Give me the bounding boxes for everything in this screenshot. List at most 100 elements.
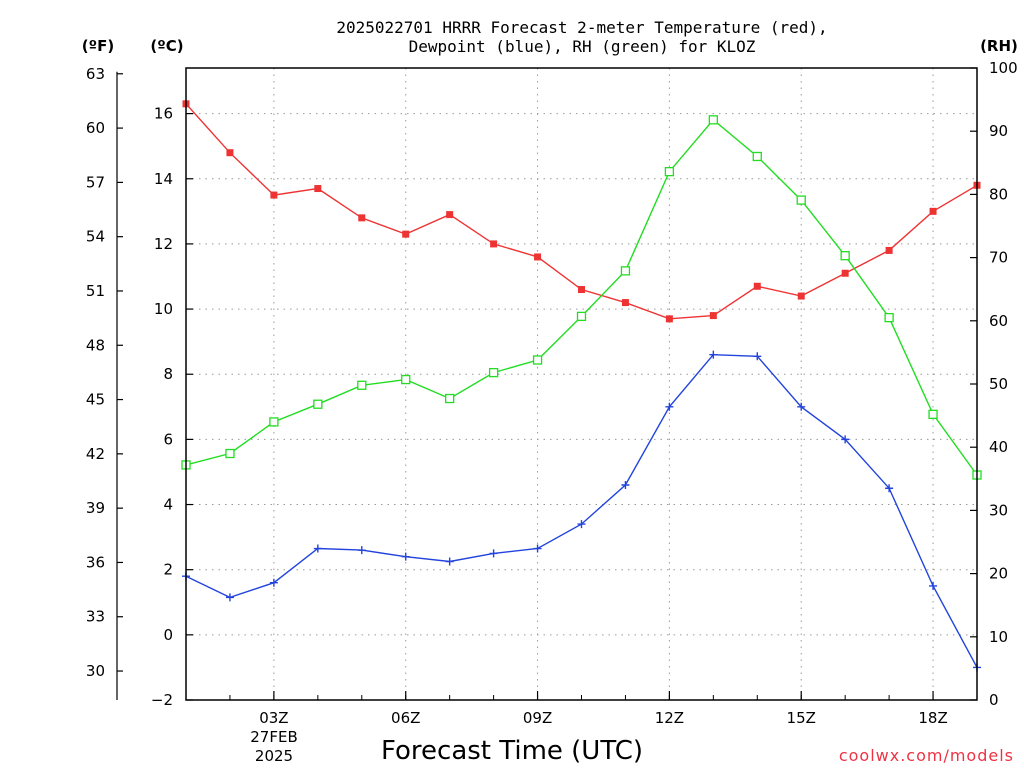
fahrenheit-tick-label: 54 xyxy=(86,228,105,246)
temperature-point xyxy=(402,230,410,238)
fahrenheit-tick-label: 48 xyxy=(86,336,105,354)
temperature-point xyxy=(490,240,498,248)
dewpoint-point xyxy=(841,435,850,444)
x-tick-label: 18Z xyxy=(918,709,947,727)
dewpoint-point xyxy=(489,549,498,558)
rh-series xyxy=(181,115,982,480)
x-tick-label: 03Z xyxy=(259,709,288,727)
dewpoint-series xyxy=(182,350,981,672)
fahrenheit-tick-label: 63 xyxy=(86,65,105,83)
rh-axis: 0 10 20 30 40 50 60 70 80 90 100 xyxy=(970,59,1018,709)
temperature-point xyxy=(270,191,278,199)
x-tick-label: 06Z xyxy=(391,709,420,727)
plot-frame xyxy=(185,67,978,701)
rh-tick-label: 30 xyxy=(989,501,1008,519)
celsius-tick-label: 12 xyxy=(154,235,173,253)
rh-tick-label: 10 xyxy=(989,628,1008,646)
dewpoint-point xyxy=(357,546,366,555)
dewpoint-point xyxy=(665,402,674,411)
fahrenheit-tick-label: 51 xyxy=(86,282,105,300)
celsius-tick-label: 10 xyxy=(154,300,173,318)
fahrenheit-tick-label: 33 xyxy=(86,608,105,626)
rh-point xyxy=(620,266,631,276)
dewpoint-point xyxy=(225,593,234,602)
date-year-label: 2025 xyxy=(255,747,293,765)
rh-tick-label: 70 xyxy=(989,249,1008,267)
dewpoint-point xyxy=(621,480,630,489)
x-axis-title: Forecast Time (UTC) xyxy=(381,736,643,766)
temperature-point xyxy=(621,299,629,307)
rh-point xyxy=(840,251,850,261)
celsius-tick-label: 8 xyxy=(163,365,173,383)
celsius-tick-label: 16 xyxy=(154,105,173,123)
celsius-tick-label: 6 xyxy=(163,430,173,448)
temperature-series xyxy=(182,100,981,323)
rh-tick-label: 90 xyxy=(989,122,1008,140)
dewpoint-point xyxy=(445,557,454,566)
fahrenheit-tick-label: 57 xyxy=(86,173,105,191)
rh-line xyxy=(185,118,978,476)
celsius-tick-label: −2 xyxy=(151,691,173,709)
rh-point xyxy=(357,380,367,390)
temperature-point xyxy=(578,286,585,294)
series-layer xyxy=(181,100,982,672)
rh-point xyxy=(884,312,894,323)
fahrenheit-axis: 30 33 36 39 42 45 48 51 54 57 60 63 xyxy=(86,65,123,700)
temperature-point xyxy=(753,282,761,290)
rh-point xyxy=(796,195,806,205)
temperature-point xyxy=(709,312,717,320)
celsius-unit-label: (ºC) xyxy=(150,37,183,55)
rh-point xyxy=(401,374,411,385)
temperature-point xyxy=(929,207,937,215)
temperature-point xyxy=(841,269,849,277)
rh-point xyxy=(576,311,587,322)
fahrenheit-tick-label: 60 xyxy=(86,119,105,137)
rh-tick-label: 40 xyxy=(989,438,1008,456)
celsius-tick-label: 14 xyxy=(154,170,173,188)
rh-tick-label: 20 xyxy=(989,565,1008,583)
celsius-tick-label: 4 xyxy=(163,496,173,514)
rh-tick-label: 60 xyxy=(989,312,1008,330)
dewpoint-point xyxy=(577,520,586,529)
rh-tick-label: 0 xyxy=(989,691,999,709)
fahrenheit-tick-label: 36 xyxy=(86,553,105,571)
rh-point xyxy=(313,399,323,409)
temperature-point xyxy=(358,214,366,222)
dewpoint-point xyxy=(533,544,542,553)
fahrenheit-unit-label: (ºF) xyxy=(82,37,114,55)
fahrenheit-tick-label: 39 xyxy=(86,499,105,517)
rh-point xyxy=(269,417,279,427)
rh-point xyxy=(928,409,938,419)
temperature-point xyxy=(314,185,322,193)
x-axis: 03Z 06Z 09Z 12Z 15Z 18Z xyxy=(185,691,978,727)
celsius-axis: −2 0 2 4 6 8 10 12 14 16 xyxy=(151,105,193,709)
dewpoint-point xyxy=(753,352,762,361)
source-credit[interactable]: coolwx.com/models xyxy=(839,746,1014,765)
fahrenheit-tick-label: 42 xyxy=(86,445,105,463)
temperature-point xyxy=(226,149,234,157)
dewpoint-point xyxy=(401,552,410,561)
rh-point xyxy=(708,115,718,125)
rh-tick-label: 50 xyxy=(989,375,1008,393)
temperature-point xyxy=(665,315,673,323)
rh-point xyxy=(488,367,499,378)
rh-point xyxy=(225,448,235,459)
celsius-tick-label: 2 xyxy=(163,561,173,579)
rh-tick-label: 100 xyxy=(989,59,1018,77)
chart-title-line1: 2025022701 HRRR Forecast 2-meter Tempera… xyxy=(336,18,827,37)
rh-tick-label: 80 xyxy=(989,185,1008,203)
dewpoint-point xyxy=(313,544,322,553)
x-tick-label: 15Z xyxy=(787,709,816,727)
rh-point xyxy=(445,393,455,404)
dewpoint-line xyxy=(185,353,978,668)
dewpoint-point xyxy=(709,350,718,359)
temperature-point xyxy=(885,246,893,254)
dewpoint-point xyxy=(929,581,938,590)
temperature-point xyxy=(446,211,454,219)
celsius-tick-label: 0 xyxy=(163,626,173,644)
rh-point xyxy=(664,166,675,177)
fahrenheit-tick-label: 30 xyxy=(86,662,105,680)
dewpoint-point xyxy=(797,402,806,411)
rh-unit-label: (RH) xyxy=(980,37,1018,55)
